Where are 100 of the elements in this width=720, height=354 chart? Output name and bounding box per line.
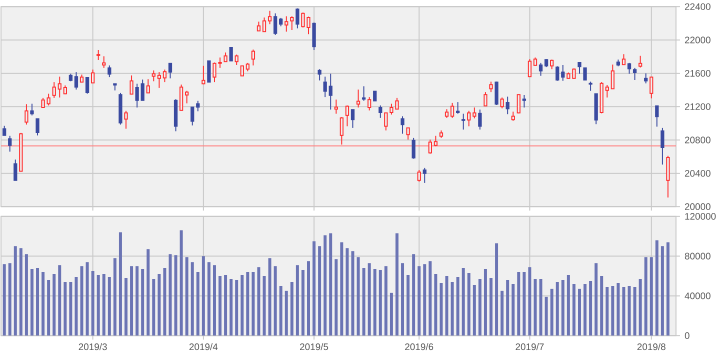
bar <box>230 279 233 336</box>
bar <box>428 261 432 336</box>
y-tick-label: 22400 <box>684 3 710 10</box>
bar <box>301 270 304 336</box>
bar <box>373 269 376 336</box>
bar <box>274 266 277 336</box>
bar <box>572 284 576 336</box>
bar <box>69 282 72 336</box>
bar <box>257 267 260 336</box>
candlestick <box>500 97 504 110</box>
bar <box>168 254 172 336</box>
candlestick <box>538 62 543 77</box>
bar <box>118 232 122 336</box>
candlestick <box>412 138 416 160</box>
bar <box>86 262 89 336</box>
candlestick <box>162 69 167 83</box>
bar <box>346 248 349 336</box>
bar <box>467 273 470 336</box>
candlestick <box>58 76 62 98</box>
y-tick-label: 21200 <box>684 103 710 110</box>
bar <box>517 272 520 336</box>
candlestick <box>450 102 454 119</box>
bar <box>124 278 128 336</box>
bar <box>252 272 255 336</box>
bar <box>334 259 338 336</box>
candlestick <box>345 105 350 127</box>
candlestick <box>36 118 40 136</box>
candlestick <box>588 81 592 92</box>
bar <box>136 266 139 336</box>
candlestick <box>296 8 300 30</box>
candlestick <box>328 73 332 110</box>
candlestick <box>202 66 206 85</box>
candlestick <box>179 84 184 112</box>
candlestick <box>417 170 421 182</box>
candlestick <box>644 73 648 84</box>
candlestick <box>8 136 12 152</box>
candlestick <box>190 106 194 126</box>
candlestick <box>256 21 261 32</box>
bar <box>246 272 250 336</box>
bar <box>401 263 404 336</box>
bar <box>74 277 78 336</box>
candlestick <box>638 56 642 68</box>
bar <box>224 275 228 336</box>
candlestick <box>224 52 228 62</box>
bar <box>566 275 570 336</box>
bar <box>666 242 670 336</box>
bar <box>212 265 216 336</box>
candlestick <box>74 72 78 90</box>
bar <box>47 280 50 336</box>
candlestick <box>605 84 609 98</box>
candlestick <box>146 78 150 94</box>
bar <box>290 282 294 336</box>
bar <box>146 249 150 336</box>
y-tick-label: 20000 <box>684 203 710 210</box>
bar <box>584 284 587 336</box>
bar <box>14 246 17 336</box>
bar <box>406 275 410 336</box>
bar <box>202 256 205 336</box>
bar <box>30 269 34 336</box>
candlestick <box>362 86 366 102</box>
candlestick <box>484 92 488 107</box>
y-tick-label: 20800 <box>684 136 710 144</box>
bar <box>296 265 299 336</box>
y-tick-label: 40000 <box>684 292 710 300</box>
candlestick <box>52 82 56 99</box>
x-tick-label: 2019/3 <box>78 343 107 350</box>
bar <box>52 274 56 336</box>
candlestick <box>251 49 256 66</box>
bar <box>324 235 327 336</box>
candlestick <box>655 106 659 128</box>
bar <box>102 274 106 336</box>
bar <box>456 277 460 336</box>
candlestick <box>583 68 587 81</box>
candlestick <box>356 89 360 108</box>
bar <box>207 262 210 336</box>
candlestick <box>528 58 532 78</box>
bar <box>490 278 493 336</box>
candlestick <box>456 102 460 114</box>
bar <box>506 280 510 336</box>
candlestick <box>273 13 278 36</box>
bar <box>368 263 371 336</box>
bar <box>262 276 266 336</box>
candlestick <box>428 139 432 154</box>
y-tick-label: 20400 <box>684 170 710 177</box>
candlestick <box>467 110 471 127</box>
candlestick <box>478 109 482 130</box>
candlestick <box>406 128 410 140</box>
bar <box>412 254 416 336</box>
candlestick <box>472 107 476 120</box>
bar <box>484 269 487 336</box>
candlestick <box>334 99 338 114</box>
bar <box>589 281 592 336</box>
bar <box>650 257 653 336</box>
candlestick <box>489 81 493 93</box>
bar <box>544 297 548 336</box>
candlestick <box>340 116 344 146</box>
candlestick <box>284 16 288 32</box>
candlestick <box>185 90 189 104</box>
bar <box>628 286 631 336</box>
x-tick-label: 2019/7 <box>516 343 544 350</box>
